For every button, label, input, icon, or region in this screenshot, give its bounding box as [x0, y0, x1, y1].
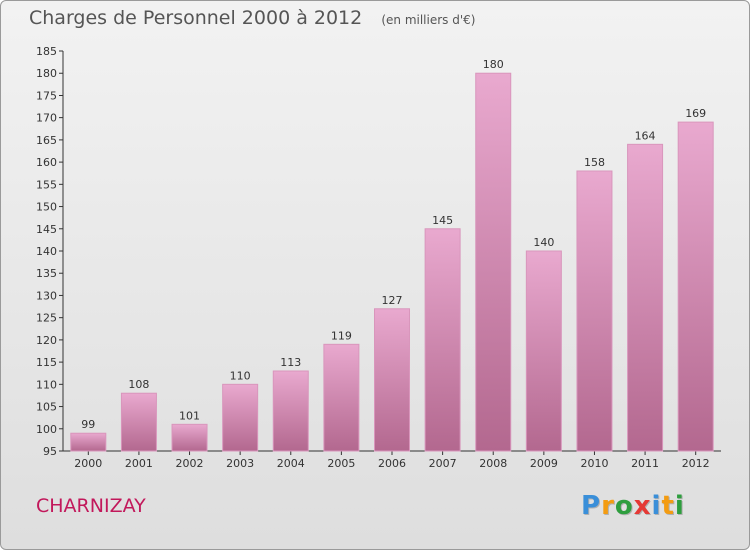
bar [171, 423, 208, 452]
x-tick-label: 2007 [429, 457, 457, 470]
x-tick-label: 2011 [631, 457, 659, 470]
x-tick-label: 2000 [74, 457, 102, 470]
chart-title: Charges de Personnel 2000 à 2012 [29, 7, 363, 29]
data-label: 110 [230, 369, 251, 382]
bar [475, 72, 512, 452]
bar [677, 121, 714, 452]
y-tick-label: 130 [36, 289, 57, 302]
bar [525, 250, 562, 452]
x-tick-label: 2008 [479, 457, 507, 470]
y-axis: 95 100 105 110 115 120 125 130 135 140 145 150 155 16… [36, 45, 64, 458]
y-tick-label: 175 [36, 89, 57, 102]
x-tick-label: 2009 [530, 457, 558, 470]
x-tick-label: 2003 [226, 457, 254, 470]
x-tick-label: 2010 [580, 457, 608, 470]
y-tick-label: 150 [36, 201, 57, 214]
y-tick-label: 115 [36, 356, 57, 369]
logo-letter: t [661, 491, 675, 521]
data-label: 101 [179, 409, 200, 422]
bar [576, 170, 613, 452]
x-tick-label: 2001 [125, 457, 153, 470]
bar [222, 383, 259, 452]
logo-letter: P [581, 491, 602, 521]
commune-name: CHARNIZAY [36, 495, 146, 517]
x-axis: 2000 2001 2002 2003 2004 2005 2006 2007 2008 2009… [63, 450, 721, 470]
bar [70, 432, 107, 452]
data-label: 158 [584, 156, 605, 169]
bar [627, 143, 664, 452]
bars [70, 72, 714, 452]
y-tick-label: 160 [36, 156, 57, 169]
logo-letter: i [651, 491, 662, 521]
y-tick-label: 140 [36, 245, 57, 258]
chart-header: Charges de Personnel 2000 à 2012 (en mil… [29, 7, 475, 29]
y-tick-label: 120 [36, 334, 57, 347]
logo-letter: r [601, 491, 615, 521]
y-tick-label: 185 [36, 45, 57, 58]
bar [120, 392, 157, 452]
bar [323, 343, 360, 452]
y-tick-label: 155 [36, 178, 57, 191]
value-labels: 99 108 101 110 113 119 127 145 180 140 158 164 169 [81, 58, 706, 431]
y-tick-label: 105 [36, 401, 57, 414]
y-tick-label: 145 [36, 223, 57, 236]
x-tick-label: 2004 [277, 457, 305, 470]
x-tick-label: 2002 [176, 457, 204, 470]
data-label: 145 [432, 214, 453, 227]
bar [374, 308, 410, 452]
data-label: 108 [128, 378, 149, 391]
logo-letter: i [674, 491, 685, 521]
y-tick-label: 170 [36, 112, 57, 125]
y-tick-label: 110 [36, 378, 57, 391]
x-tick-label: 2012 [682, 457, 710, 470]
y-tick-label: 125 [36, 312, 57, 325]
data-label: 113 [280, 356, 301, 369]
logo-letter: x [633, 491, 652, 521]
data-label: 140 [533, 236, 554, 249]
data-label: 99 [81, 418, 95, 431]
y-tick-label: 135 [36, 267, 57, 280]
proxiti-logo: Proxiti [581, 491, 685, 521]
y-tick-label: 180 [36, 67, 57, 80]
data-label: 127 [382, 294, 403, 307]
y-tick-label: 95 [43, 445, 57, 458]
logo-letter: o [614, 491, 634, 521]
y-tick-label: 165 [36, 134, 57, 147]
x-tick-label: 2005 [327, 457, 355, 470]
bar [272, 370, 309, 452]
bar [424, 228, 461, 452]
data-label: 180 [483, 58, 504, 71]
x-tick-label: 2006 [378, 457, 406, 470]
y-tick-label: 100 [36, 423, 57, 436]
data-label: 119 [331, 329, 352, 342]
data-label: 169 [685, 107, 706, 120]
data-label: 164 [635, 129, 656, 142]
chart-unit-note: (en milliers d'€) [381, 13, 476, 27]
